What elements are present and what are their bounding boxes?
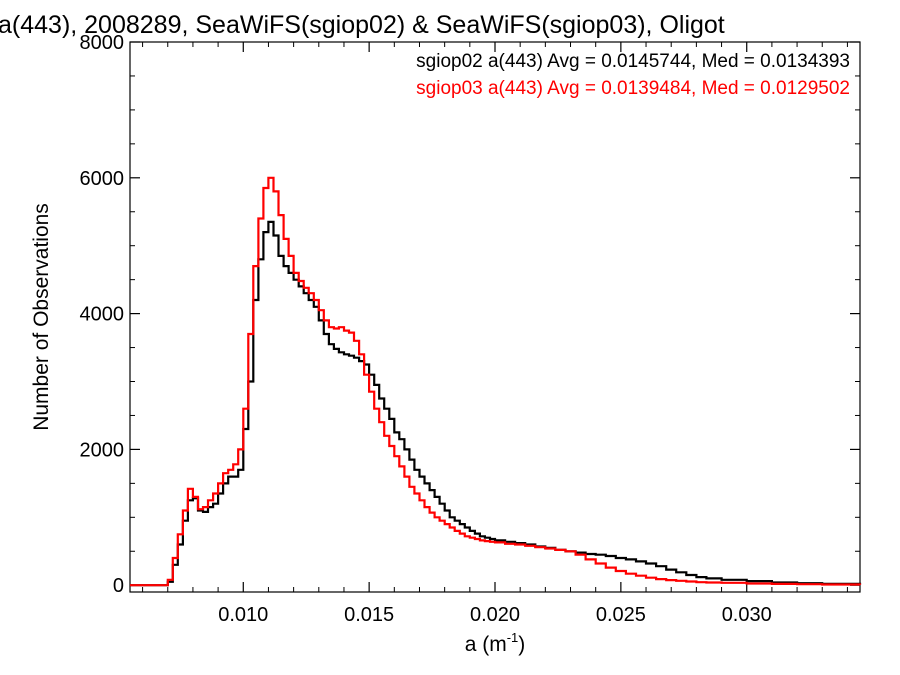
plot-frame <box>129 41 861 593</box>
x-tick-label: 0.030 <box>722 604 772 626</box>
y-tick-label: 2000 <box>80 439 125 461</box>
x-axis-label-close: ) <box>518 633 525 656</box>
y-tick-label: 4000 <box>80 304 125 326</box>
series-line-sgiop02 <box>130 220 862 587</box>
series-layer <box>130 176 862 587</box>
x-tick-label: 0.015 <box>344 604 394 626</box>
x-axis-label-base: a (m <box>465 633 507 656</box>
chart-title: a(443), 2008289, SeaWiFS(sgiop02) & SeaW… <box>0 11 725 39</box>
x-axis-label-superscript: -1 <box>507 630 519 645</box>
y-axis-label: Number of Observations <box>30 203 53 431</box>
y-tick-label: 6000 <box>80 168 125 190</box>
legend-entry-sgiop03: sgiop03 a(443) Avg = 0.0139484, Med = 0.… <box>416 78 850 99</box>
series-line-sgiop03 <box>130 176 862 587</box>
x-axis-label: a (m-1) <box>465 630 526 656</box>
x-tick-label: 0.020 <box>470 604 520 626</box>
x-tick-label: 0.010 <box>218 604 268 626</box>
y-tick-label: 8000 <box>80 32 125 54</box>
x-tick-label: 0.025 <box>596 604 646 626</box>
legend-entry-sgiop02: sgiop02 a(443) Avg = 0.0145744, Med = 0.… <box>416 51 850 72</box>
y-tick-label: 0 <box>113 575 124 597</box>
axis-ticks: 0.010 0.015 0.020 0.025 0.030 0 2000 4000 6000 80… <box>80 32 860 626</box>
